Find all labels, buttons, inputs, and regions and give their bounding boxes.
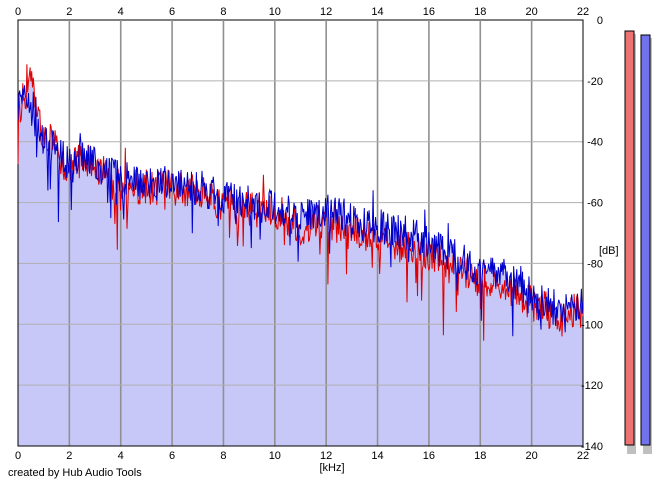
series-line-2 <box>17 85 584 337</box>
y-tick-label: -140 <box>581 441 603 453</box>
series-line-1 <box>17 64 584 341</box>
y-tick-label: -100 <box>581 319 603 331</box>
y-tick-label: -120 <box>581 380 603 392</box>
x-tick-label-bottom: 20 <box>526 450 538 462</box>
x-tick-label-top: 14 <box>371 6 383 18</box>
level-meter-2 <box>640 34 651 446</box>
x-tick-label-bottom: 6 <box>169 450 175 462</box>
x-tick-label-top: 10 <box>269 6 281 18</box>
y-tick-label: -20 <box>587 76 603 88</box>
x-tick-label-bottom: 4 <box>118 450 124 462</box>
x-tick-labels-bottom: 0 2 4 6 8 10 12 14 16 18 20 22 <box>15 450 589 462</box>
x-tick-label-top: 22 <box>577 6 589 18</box>
y-tick-labels: 0 -20 -40 -60 -80 -100 -120 -140 <box>581 15 603 453</box>
x-tick-label-bottom: 8 <box>220 450 226 462</box>
x-tick-label-bottom: 0 <box>15 450 21 462</box>
x-tick-label-top: 16 <box>423 6 435 18</box>
y-tick-label: -40 <box>587 137 603 149</box>
level-meters <box>624 30 652 454</box>
x-tick-label-bottom: 12 <box>320 450 332 462</box>
x-tick-label-bottom: 18 <box>474 450 486 462</box>
x-tick-label-top: 2 <box>66 6 72 18</box>
y-tick-label: -60 <box>587 198 603 210</box>
x-tick-label-bottom: 2 <box>66 450 72 462</box>
x-tick-label-top: 4 <box>118 6 124 18</box>
x-tick-label-top: 0 <box>15 6 21 18</box>
x-tick-label-bottom: 10 <box>269 450 281 462</box>
x-tick-label-bottom: 16 <box>423 450 435 462</box>
spectrum-fill-area <box>18 64 583 447</box>
x-tick-label-top: 8 <box>220 6 226 18</box>
credit-text: created by Hub Audio Tools <box>8 467 142 479</box>
x-tick-label-bottom: 22 <box>577 450 589 462</box>
x-tick-labels-top: 0 2 4 6 8 10 12 14 16 18 20 22 <box>15 6 589 18</box>
x-axis-label: [kHz] <box>319 462 344 474</box>
x-tick-label-top: 12 <box>320 6 332 18</box>
x-tick-label-bottom: 14 <box>371 450 383 462</box>
x-tick-label-top: 18 <box>474 6 486 18</box>
series-lines <box>17 64 584 341</box>
y-tick-label: 0 <box>597 15 603 27</box>
y-tick-label: -80 <box>587 258 603 270</box>
x-tick-label-top: 20 <box>526 6 538 18</box>
level-meter-1 <box>624 30 635 446</box>
x-tick-label-top: 6 <box>169 6 175 18</box>
y-axis-label: [dB] <box>599 245 619 257</box>
spectrum-fill <box>18 64 583 447</box>
